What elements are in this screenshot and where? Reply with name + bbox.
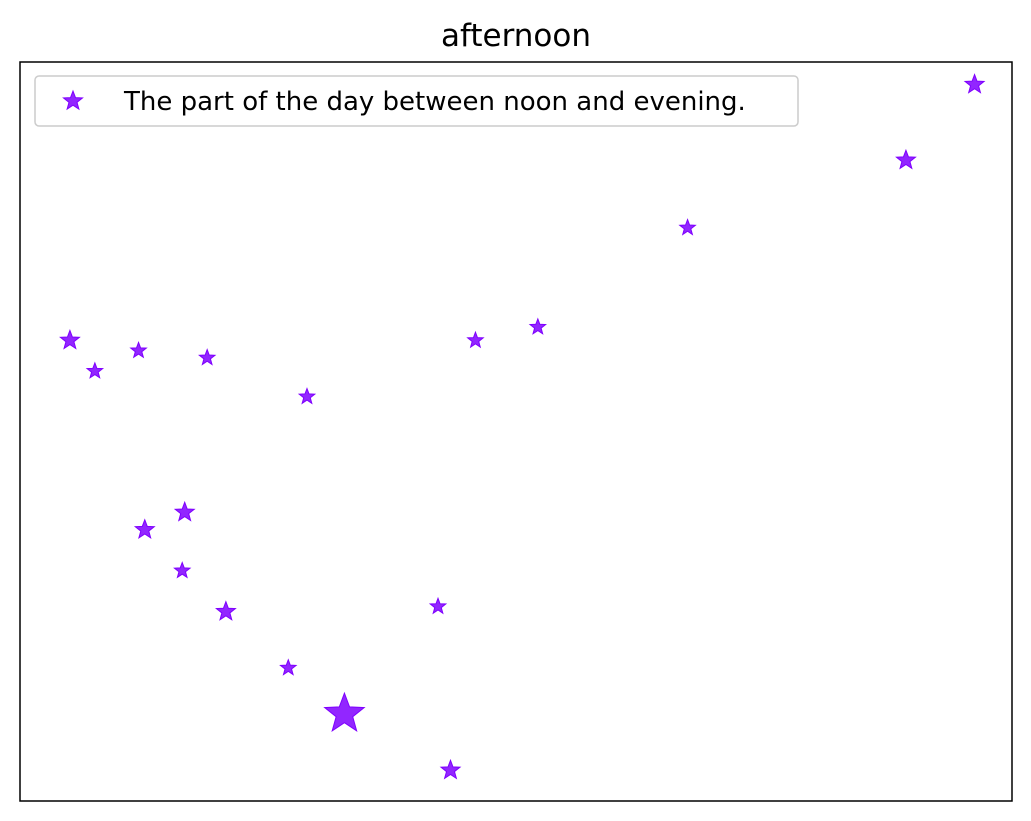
data-point-star-4 <box>198 348 217 366</box>
data-point-star-11 <box>323 691 366 732</box>
legend-star-marker <box>62 89 84 111</box>
data-point-star-2 <box>85 361 105 379</box>
data-point-star-8 <box>173 500 196 522</box>
legend-label: The part of the day between noon and eve… <box>123 87 746 117</box>
data-points-layer <box>59 73 986 780</box>
data-point-star-15 <box>528 317 547 335</box>
legend-star-icon <box>62 89 84 111</box>
data-point-star-9 <box>215 600 237 621</box>
data-point-star-17 <box>895 148 917 170</box>
data-point-star-7 <box>173 561 192 579</box>
data-point-star-13 <box>439 758 462 780</box>
legend-box <box>34 75 799 127</box>
data-point-star-12 <box>428 596 448 615</box>
legend: The part of the day between noon and eve… <box>34 75 799 127</box>
data-point-star-10 <box>279 658 298 676</box>
data-point-star-16 <box>678 218 697 236</box>
plot-area-frame <box>19 61 1013 802</box>
data-point-star-14 <box>466 330 485 349</box>
data-point-star-6 <box>133 518 156 540</box>
data-point-star-1 <box>59 328 81 350</box>
data-point-star-3 <box>129 341 148 359</box>
chart-title: afternoon <box>441 18 591 54</box>
data-point-star-5 <box>297 387 317 405</box>
data-point-star-18 <box>963 73 986 94</box>
